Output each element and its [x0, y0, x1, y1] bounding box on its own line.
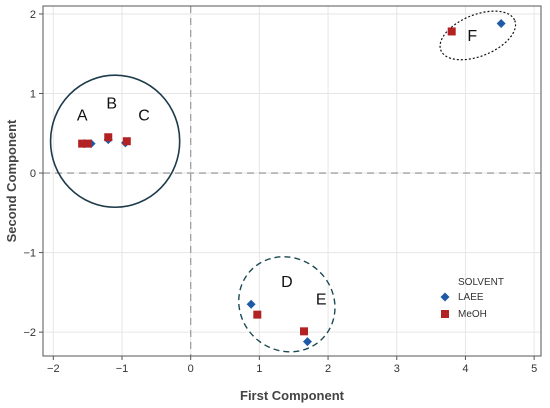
- point-laee: [246, 299, 256, 309]
- x-tick-label: 0: [188, 363, 194, 375]
- y-tick-label: 0: [30, 168, 36, 180]
- cluster-label-e: E: [316, 291, 327, 308]
- x-tick-label: 3: [394, 363, 400, 375]
- cluster-outline-1: [49, 74, 181, 209]
- cluster-outline-3: [439, 10, 517, 61]
- grid: [43, 6, 541, 356]
- x-tick-label: −1: [116, 363, 129, 375]
- legend: SOLVENT LAEE MeOH: [440, 277, 504, 320]
- point-meoh: [83, 139, 92, 148]
- plot-frame: [42, 5, 542, 357]
- point-meoh: [78, 139, 87, 148]
- x-axis-ticks: −2 −1 0 1 2 3 4 5: [47, 356, 537, 375]
- point-meoh: [447, 27, 456, 36]
- data-points: [78, 19, 506, 347]
- point-meoh: [300, 327, 309, 336]
- cluster-label-a: A: [77, 108, 88, 125]
- cluster-labels: A B C D E F: [77, 28, 478, 308]
- y-tick-label: 2: [30, 9, 36, 21]
- y-tick-label: −1: [23, 248, 36, 260]
- legend-marker-laee: [440, 292, 450, 302]
- point-laee: [496, 19, 506, 28]
- y-tick-label: −2: [23, 327, 36, 339]
- cluster-label-d: D: [281, 274, 293, 291]
- y-axis-title: Second Component: [4, 119, 19, 242]
- cluster-label-b: B: [106, 96, 117, 113]
- cluster-outline-2: [238, 256, 336, 353]
- legend-marker-meoh: [441, 310, 449, 318]
- legend-label-meoh: MeOH: [458, 309, 487, 320]
- legend-label-laee: LAEE: [458, 292, 484, 303]
- x-tick-label: 4: [462, 363, 468, 375]
- cluster-outlines: [49, 10, 517, 353]
- cluster-label-c: C: [138, 108, 150, 125]
- x-tick-label: −2: [47, 363, 60, 375]
- point-meoh: [253, 310, 262, 319]
- legend-title: SOLVENT: [458, 277, 504, 288]
- x-axis-title: First Component: [240, 388, 345, 403]
- x-tick-label: 5: [531, 363, 537, 375]
- x-tick-label: 2: [325, 363, 331, 375]
- x-tick-label: 1: [256, 363, 262, 375]
- y-tick-label: 1: [30, 89, 36, 101]
- point-meoh: [104, 133, 113, 142]
- point-laee: [302, 337, 312, 347]
- reference-lines: [43, 6, 541, 356]
- y-axis-ticks: −2 −1 0 1 2: [23, 9, 43, 339]
- cluster-label-f: F: [467, 28, 477, 45]
- point-meoh: [122, 137, 131, 146]
